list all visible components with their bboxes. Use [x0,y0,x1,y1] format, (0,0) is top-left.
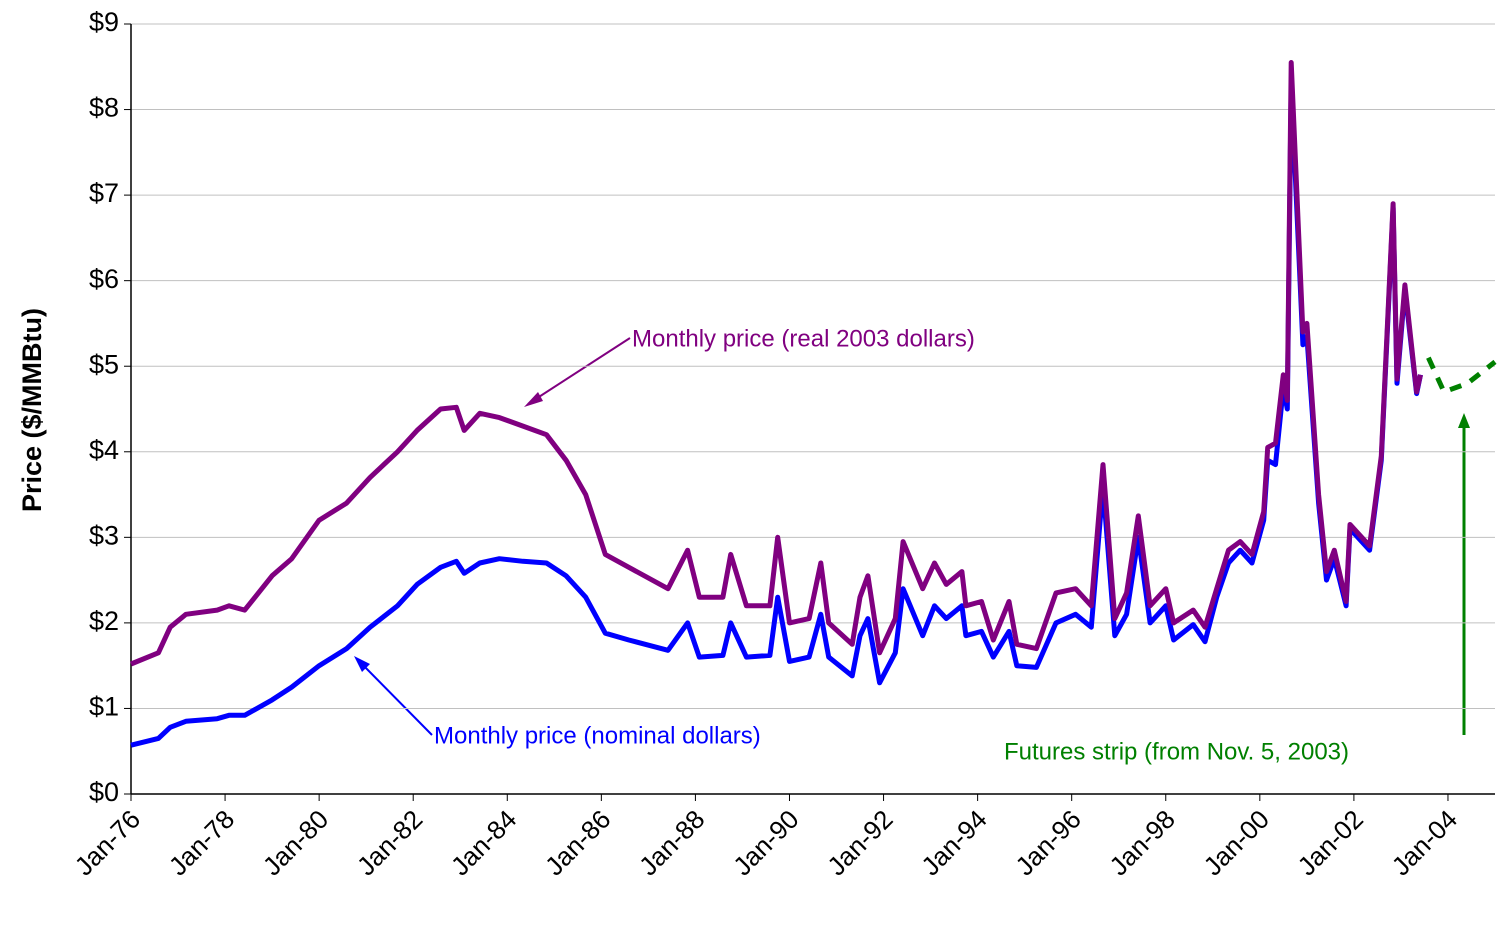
arrow-head [524,392,543,407]
x-tick-label: Jan-82 [351,804,428,881]
x-tick-label: Jan-86 [539,804,616,881]
x-tick-label: Jan-84 [445,804,522,881]
y-tick-label: $1 [89,692,119,722]
x-tick-label: Jan-96 [1009,804,1086,881]
arrow-head [1458,413,1470,428]
y-tick-label: $0 [89,777,119,807]
x-tick-label: Jan-00 [1198,804,1275,881]
series-line [1426,356,1497,395]
arrow [357,659,433,736]
y-tick-label: $6 [89,264,119,294]
y-tick-label: $4 [89,435,119,465]
x-tick-label: Jan-98 [1103,804,1180,881]
x-tick-label: Jan-90 [727,804,804,881]
y-tick-label: $2 [89,606,119,636]
x-tick-label: Jan-88 [633,804,710,881]
y-tick-label: $3 [89,520,119,550]
x-tick-label: Jan-04 [1386,804,1463,881]
y-tick-label: $5 [89,349,119,379]
series-line [130,81,1423,748]
arrow-head [354,656,370,672]
x-tick-label: Jan-92 [821,804,898,881]
y-tick-label: $8 [89,93,119,123]
x-tick-label: Jan-80 [257,804,334,881]
annotation: Futures strip (from Nov. 5, 2003) [1004,738,1349,765]
x-tick-label: Jan-78 [163,804,240,881]
x-tick-label: Jan-94 [915,804,992,881]
x-tick-label: Jan-02 [1292,804,1369,881]
y-axis-label: Price ($/MMBtu) [17,308,47,512]
x-tick-label: Jan-76 [69,804,146,881]
y-tick-label: $9 [89,7,119,37]
arrow [527,337,631,405]
annotation: Monthly price (real 2003 dollars) [632,325,975,352]
annotation: Monthly price (nominal dollars) [434,722,761,749]
series-line [130,60,1423,667]
y-tick-label: $7 [89,178,119,208]
